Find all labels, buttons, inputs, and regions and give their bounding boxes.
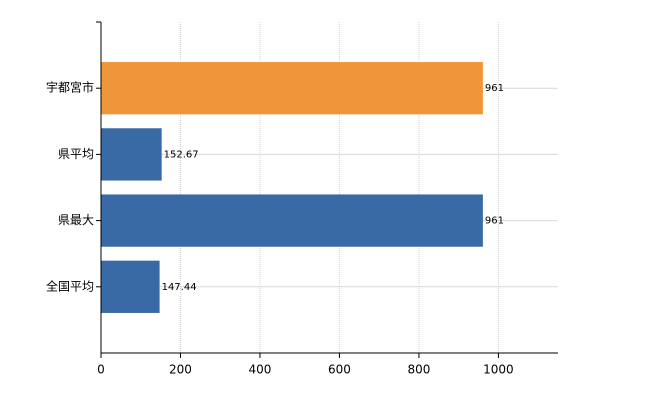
x-tick-label: 800 <box>407 363 430 377</box>
y-tick-label: 全国平均 <box>46 278 94 293</box>
bar <box>101 62 483 115</box>
value-label: 152.67 <box>164 149 199 160</box>
y-tick-label: 県最大 <box>58 213 94 227</box>
value-label: 147.44 <box>162 282 197 293</box>
x-tick-label: 1000 <box>483 363 514 377</box>
x-tick-label: 0 <box>97 363 105 377</box>
bar <box>101 260 160 313</box>
value-label: 961 <box>485 83 504 94</box>
bar <box>101 128 162 181</box>
x-tick-label: 400 <box>249 363 272 377</box>
x-tick-label: 600 <box>328 363 351 377</box>
x-tick-label: 200 <box>169 363 192 377</box>
y-tick-label: 宇都宮市 <box>46 80 94 95</box>
value-label: 961 <box>485 216 504 227</box>
y-tick-label: 県平均 <box>58 147 94 161</box>
bar <box>101 194 483 247</box>
